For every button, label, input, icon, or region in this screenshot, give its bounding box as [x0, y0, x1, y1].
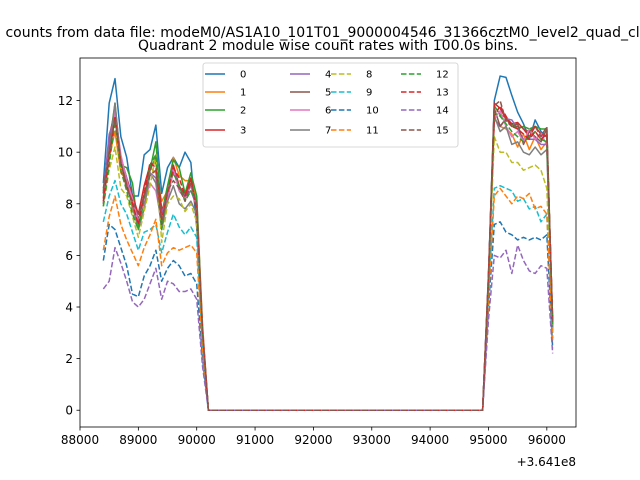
legend-label-8: 8	[366, 70, 372, 81]
x-tick-label: 93000	[353, 433, 391, 447]
legend-label-1: 1	[240, 88, 246, 99]
legend-label-15: 15	[436, 126, 449, 137]
legend-label-4: 4	[325, 70, 331, 81]
y-tick-label: 10	[58, 146, 73, 160]
legend-label-12: 12	[436, 70, 449, 81]
legend-label-7: 7	[325, 126, 331, 137]
x-tick-label: 88000	[61, 433, 99, 447]
legend-box	[202, 62, 459, 148]
legend-label-13: 13	[436, 88, 449, 99]
y-tick-label: 0	[65, 404, 73, 418]
legend-label-0: 0	[240, 70, 246, 81]
legend-label-5: 5	[325, 88, 331, 99]
series-line-12	[102, 112, 554, 411]
legend-label-9: 9	[366, 88, 372, 99]
y-tick-label: 12	[58, 94, 73, 108]
series-line-15	[102, 99, 554, 411]
x-tick-label: 89000	[119, 433, 157, 447]
legend-label-11: 11	[366, 126, 379, 137]
y-tick-label: 2	[65, 352, 73, 366]
y-tick-label: 8	[65, 197, 73, 211]
series-line-13	[102, 104, 554, 411]
x-tick-label: 90000	[178, 433, 216, 447]
plot-area: 88000 89000 90000 91000 92000 93000 94000 95000…	[58, 57, 577, 469]
legend-label-14: 14	[436, 106, 449, 117]
y-tick-label: 6	[65, 249, 73, 263]
x-tick-label: 96000	[528, 433, 566, 447]
legend-label-3: 3	[240, 126, 246, 137]
axes-frame	[79, 57, 577, 428]
figure-suptitle: Plotting counts from data file: modeM0/A…	[0, 25, 640, 41]
x-tick-label: 92000	[294, 433, 332, 447]
legend-label-2: 2	[240, 106, 246, 117]
x-tick-label: 91000	[236, 433, 274, 447]
x-tick-label: 95000	[469, 433, 507, 447]
x-tick-label: 94000	[411, 433, 449, 447]
y-tick-label: 4	[65, 301, 73, 315]
x-offset-label: +3.641e8	[517, 455, 576, 469]
series-line-11	[102, 187, 554, 411]
series-line-14	[102, 244, 554, 411]
chart-title: Quadrant 2 module wise count rates with …	[138, 38, 518, 54]
series-lines	[102, 75, 554, 411]
legend-label-10: 10	[366, 106, 379, 117]
legend-label-6: 6	[325, 106, 331, 117]
series-line-10	[102, 221, 554, 411]
